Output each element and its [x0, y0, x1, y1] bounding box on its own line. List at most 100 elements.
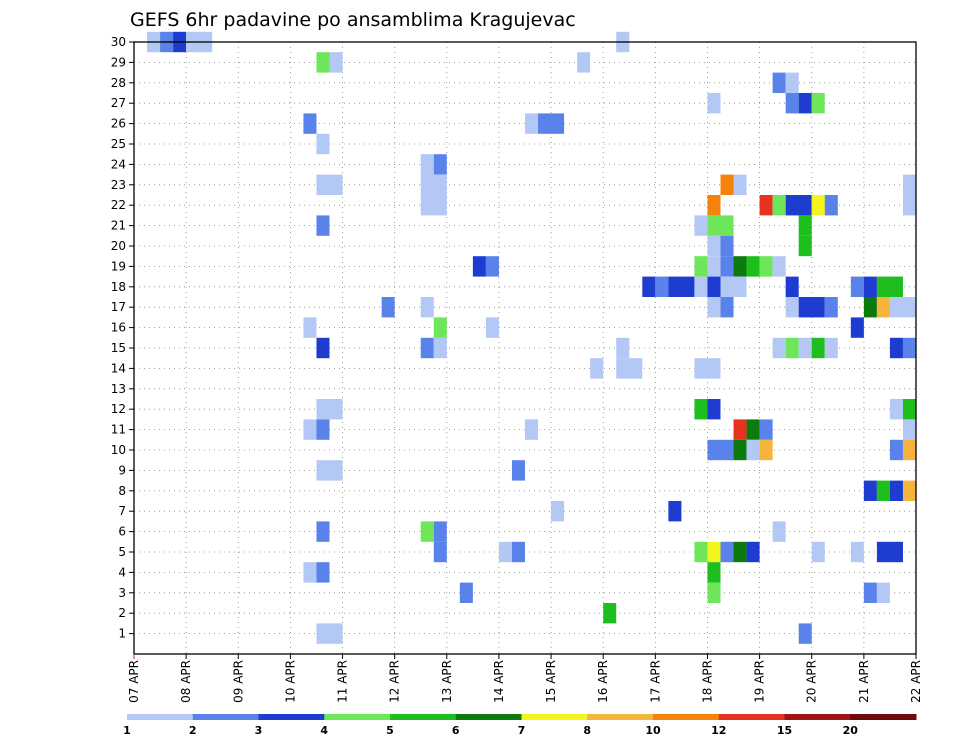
heatmap-cell [876, 541, 903, 563]
legend-swatch [127, 714, 194, 720]
heatmap-cell [694, 276, 708, 297]
heatmap-cell [538, 113, 565, 134]
heatmap-cell [420, 154, 434, 175]
heatmap-cell [720, 297, 734, 318]
heatmap-cell [772, 337, 786, 359]
heatmap-cell [525, 419, 539, 440]
heatmap-cell [772, 521, 786, 542]
heatmap-cell [759, 256, 773, 277]
heatmap-cell [889, 439, 903, 461]
y-tick-label: 27 [111, 96, 126, 110]
y-tick-label: 3 [118, 586, 126, 600]
y-tick-label: 28 [111, 76, 126, 90]
heatmap-cell [785, 195, 812, 216]
heatmap-cell [511, 541, 525, 563]
heatmap-cell [616, 337, 630, 359]
heatmap-cell [889, 480, 903, 501]
y-tick-label: 18 [111, 280, 126, 294]
heatmap-cell [902, 337, 916, 359]
legend-swatch [192, 714, 259, 720]
y-tick-label: 11 [111, 423, 126, 437]
heatmap-cell [850, 317, 864, 338]
heatmap-cell [551, 501, 565, 522]
heatmap-cell [707, 235, 721, 257]
heatmap-cell [707, 541, 721, 563]
heatmap-cell [525, 113, 539, 134]
colorbar-legend: 1 2 3 4 5 6 7 8 10 12 15 20 [123, 714, 917, 737]
heatmap-cell [433, 337, 447, 359]
heatmap-cell [694, 215, 708, 236]
heatmap-cell [850, 541, 864, 563]
legend-label: 4 [320, 724, 328, 737]
heatmap-cell [694, 358, 721, 379]
heatmap-cell [889, 337, 903, 359]
legend-swatch [455, 714, 522, 720]
heatmap-cell [316, 521, 330, 542]
heatmap-cell [889, 399, 903, 420]
heatmap-cell [772, 195, 786, 216]
heatmap-cell [303, 419, 317, 440]
heatmap-cell [863, 297, 877, 318]
y-tick-label: 19 [111, 259, 126, 273]
heatmap-cell [420, 174, 447, 195]
heatmap-cell [733, 256, 747, 277]
x-tick-label: 13 APR [440, 660, 454, 703]
heatmap-cell [616, 358, 643, 379]
heatmap-cell [420, 195, 447, 216]
heatmap-cell [876, 276, 903, 297]
heatmap-cell [811, 337, 825, 359]
heatmap-cell [902, 439, 916, 461]
legend-label: 6 [452, 724, 460, 737]
y-tick-label: 22 [111, 198, 126, 212]
y-tick-label: 29 [111, 55, 126, 69]
heatmap-cell [707, 256, 721, 277]
heatmap-cell [316, 215, 330, 236]
heatmap-cell [785, 276, 799, 297]
legend-swatch [521, 714, 588, 720]
heatmap-cell [772, 72, 786, 93]
heatmap-cell [707, 93, 721, 114]
x-tick-label: 09 APR [231, 660, 245, 703]
heatmap-cell [707, 582, 721, 603]
heatmap-cell [694, 541, 708, 563]
legend-swatch [587, 714, 654, 720]
heatmap-cell [303, 562, 317, 583]
heatmap-cell [472, 256, 486, 277]
heatmap-cell [707, 276, 721, 297]
y-tick-label: 14 [111, 361, 126, 375]
heatmap-cell [433, 317, 447, 338]
legend-swatch [850, 714, 917, 720]
y-tick-label: 7 [118, 504, 126, 518]
x-tick-label: 10 APR [283, 660, 297, 703]
heatmap-cell [655, 276, 669, 297]
heatmap-cell [668, 276, 695, 297]
heatmap-cell [433, 521, 447, 542]
heatmap-cell [707, 215, 734, 236]
heatmap-cell [694, 256, 708, 277]
heatmap-cell [824, 337, 838, 359]
x-tick-label: 17 APR [648, 660, 662, 703]
heatmap-cell [668, 501, 682, 522]
heatmap-cell [863, 480, 877, 501]
heatmap-cell [746, 419, 760, 440]
legend-swatch [653, 714, 720, 720]
heatmap-cell [316, 399, 343, 420]
y-tick-label: 21 [111, 219, 126, 233]
heatmap-cell [433, 154, 447, 175]
x-tick-label: 19 APR [753, 660, 767, 703]
y-tick-label: 6 [118, 525, 126, 539]
y-tick-label: 26 [111, 117, 126, 131]
heatmap-cell [746, 256, 760, 277]
heatmap-cell [902, 399, 916, 420]
legend-label: 5 [386, 724, 394, 737]
heatmap-cell [577, 52, 591, 73]
heatmap-cell [889, 297, 916, 318]
heatmap-cell [876, 582, 890, 603]
x-tick-label: 12 APR [388, 660, 402, 703]
heatmap-cell [850, 276, 864, 297]
heatmap-cell [785, 297, 799, 318]
legend-swatch [390, 714, 457, 720]
y-tick-label: 30 [111, 35, 126, 49]
heatmap-cell [798, 215, 812, 236]
